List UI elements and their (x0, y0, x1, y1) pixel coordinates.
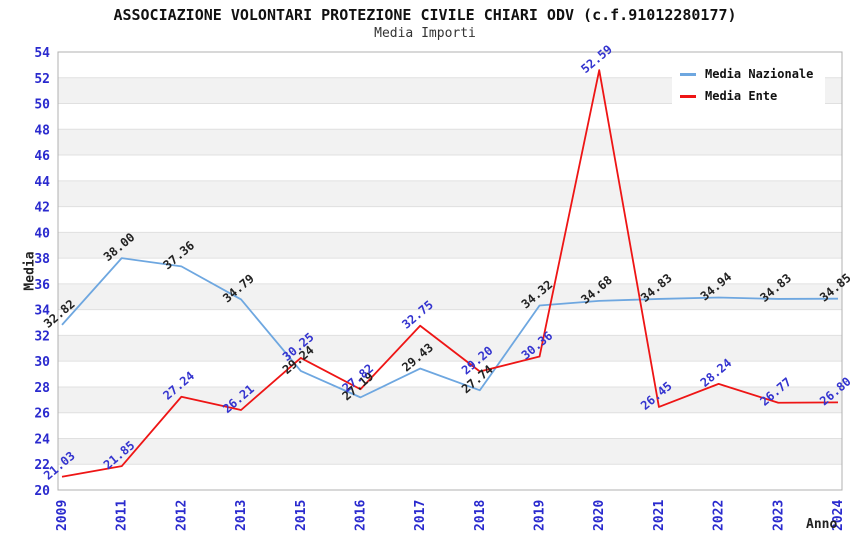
x-tick-label: 2016 (353, 500, 368, 531)
grid-band (58, 438, 842, 465)
x-tick-label: 2020 (592, 500, 607, 531)
grid-band (58, 232, 842, 259)
y-axis-title: Media (22, 251, 38, 291)
x-tick-label: 2013 (234, 500, 249, 531)
plot-border (57, 51, 843, 491)
grid-band (58, 155, 842, 181)
y-tick-label: 30 (34, 355, 50, 370)
y-tick-label: 22 (34, 458, 50, 473)
grid-band (58, 180, 842, 207)
y-tick-label: 34 (34, 304, 50, 319)
x-tick-label: 2011 (115, 500, 130, 531)
legend-swatch-media-ente (680, 94, 696, 98)
y-tick-label: 50 (34, 98, 50, 113)
y-tick-label: 26 (34, 407, 50, 422)
y-tick-label: 42 (34, 201, 50, 216)
y-tick-label: 54 (34, 46, 50, 61)
x-tick-label: 2023 (771, 500, 786, 531)
legend-swatch-media-nazionale (680, 72, 696, 76)
y-tick-label: 52 (34, 72, 50, 87)
y-tick-label: 36 (34, 278, 50, 293)
x-tick-label: 2024 (831, 500, 846, 531)
legend: Media Nazionale Media Ente (672, 57, 826, 113)
y-tick-label: 28 (34, 381, 50, 396)
grid-band (58, 412, 842, 439)
x-tick-label: 2015 (294, 500, 309, 531)
y-tick-label: 44 (34, 175, 50, 190)
grid-band (58, 206, 842, 233)
grid-band (58, 361, 842, 387)
x-tick-label: 2021 (652, 500, 667, 531)
grid-band (58, 386, 842, 413)
line-media-ente (61, 69, 839, 478)
grid-band (58, 129, 842, 156)
y-tick-label: 48 (34, 123, 50, 138)
legend-item-media-nazionale: Media Nazionale (680, 63, 813, 85)
grid-band (58, 309, 842, 336)
x-tick-label: 2019 (533, 500, 548, 531)
grid-band (58, 283, 842, 310)
x-tick-label: 2022 (712, 500, 727, 531)
x-tick-label: 2017 (413, 500, 428, 531)
chart-subtitle: Media Importi (374, 26, 476, 41)
legend-label-media-ente: Media Ente (705, 89, 778, 103)
y-tick-label: 24 (34, 432, 50, 447)
legend-label-media-nazionale: Media Nazionale (705, 67, 814, 81)
y-tick-label: 38 (34, 252, 50, 267)
line-media-nazionale (61, 257, 839, 399)
y-tick-label: 40 (34, 226, 50, 241)
y-tick-label: 32 (34, 329, 50, 344)
legend-item-media-ente: Media Ente (680, 85, 813, 107)
chart-title: ASSOCIAZIONE VOLONTARI PROTEZIONE CIVILE… (113, 6, 737, 24)
x-tick-label: 2009 (55, 500, 70, 531)
y-tick-label: 20 (34, 484, 50, 499)
x-axis-title: Anno (806, 517, 838, 532)
x-tick-label: 2018 (473, 500, 488, 531)
y-tick-label: 46 (34, 149, 50, 164)
x-tick-label: 2012 (174, 500, 189, 531)
grid-band (58, 464, 842, 490)
